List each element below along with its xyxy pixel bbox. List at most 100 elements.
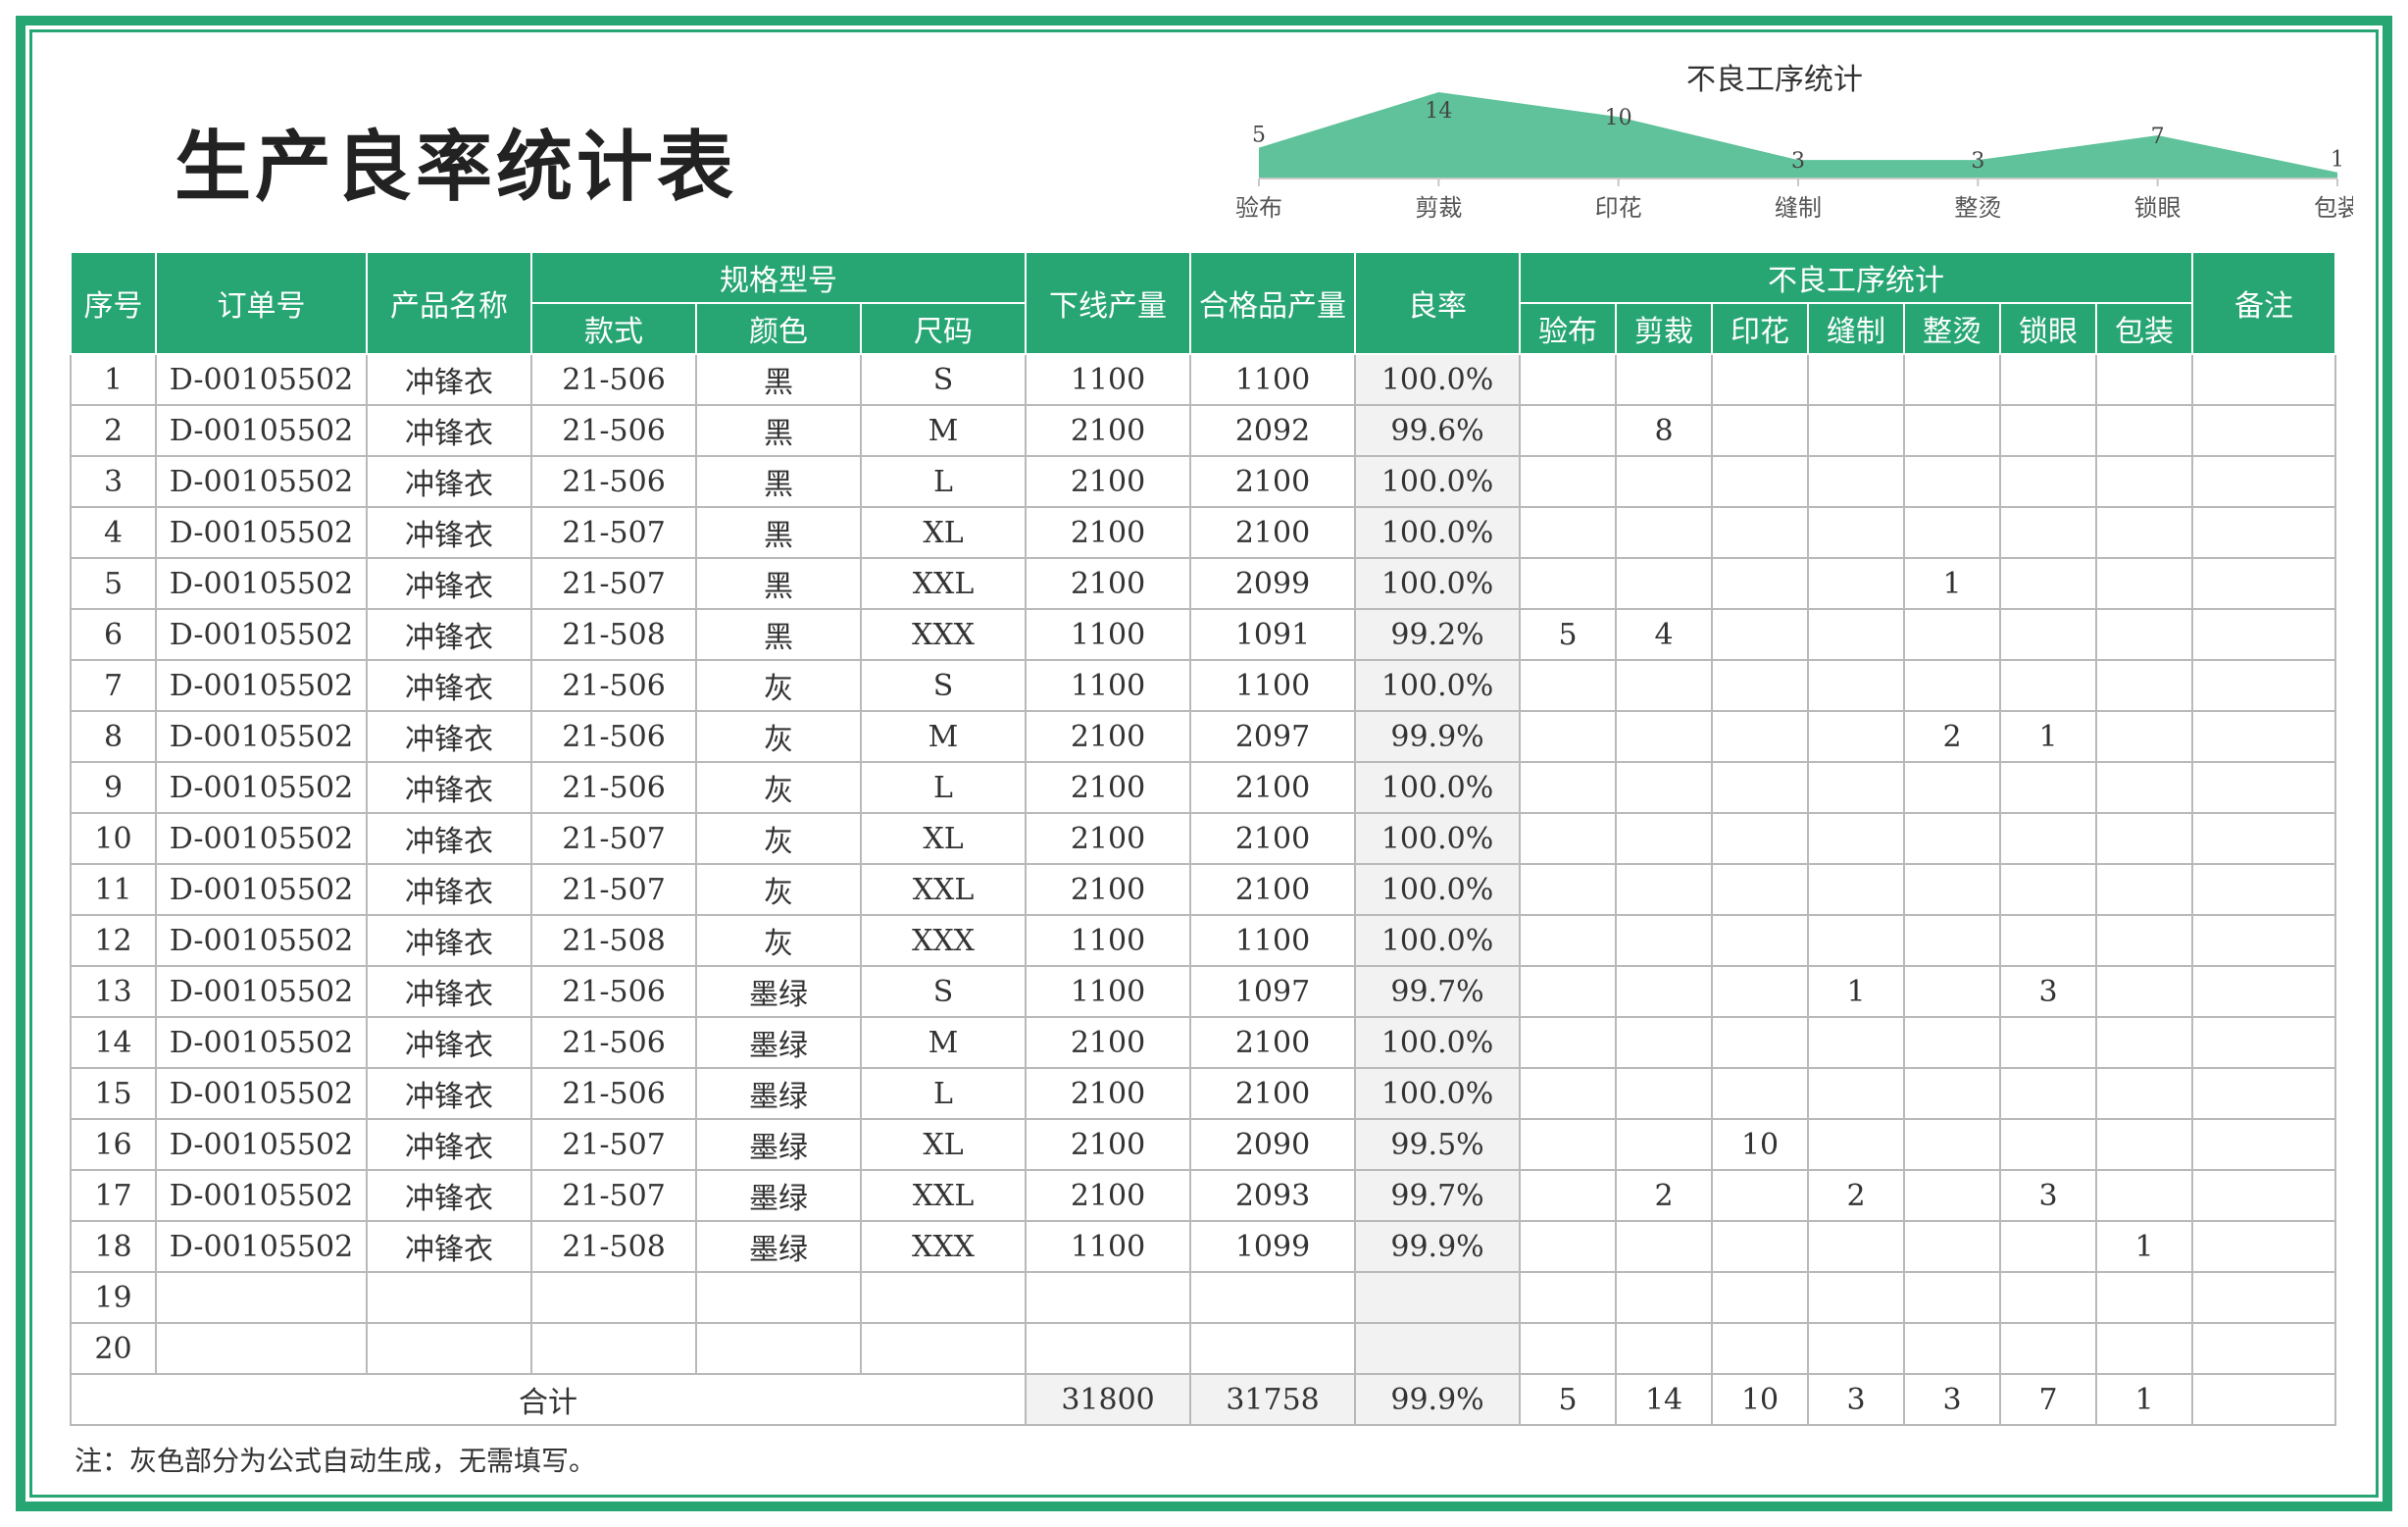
cell-defect-print[interactable] xyxy=(1711,965,1810,1018)
cell-output[interactable]: 1100 xyxy=(1025,965,1192,1018)
cell-defect-print[interactable] xyxy=(1711,557,1810,610)
cell-yield[interactable]: 99.7% xyxy=(1354,965,1522,1018)
cell-product-name[interactable]: 冲锋衣 xyxy=(366,965,532,1018)
cell-style[interactable] xyxy=(530,1322,697,1375)
cell-remark[interactable] xyxy=(2191,557,2337,610)
cell-yield[interactable]: 99.2% xyxy=(1354,608,1522,661)
cell-defect-sew[interactable] xyxy=(1807,1118,1906,1171)
cell-order-number[interactable]: D-00105502 xyxy=(155,557,368,610)
cell-defect-cut[interactable] xyxy=(1615,1322,1714,1375)
cell-color[interactable]: 灰 xyxy=(695,914,862,967)
cell-defect-print[interactable] xyxy=(1711,1016,1810,1069)
cell-defect-pack[interactable] xyxy=(2095,1118,2194,1171)
cell-defect-print[interactable] xyxy=(1711,404,1810,457)
cell-size[interactable]: M xyxy=(859,710,1028,763)
cell-defect-pack[interactable] xyxy=(2095,914,2194,967)
cell-seq[interactable]: 3 xyxy=(70,455,157,508)
cell-defect-cut[interactable] xyxy=(1615,1118,1714,1171)
cell-defect-print[interactable] xyxy=(1711,1271,1810,1324)
cell-product-name[interactable]: 冲锋衣 xyxy=(366,914,532,967)
cell-product-name[interactable]: 冲锋衣 xyxy=(366,812,532,865)
cell-defect-inspect[interactable] xyxy=(1519,1067,1618,1120)
cell-defect-inspect[interactable] xyxy=(1519,761,1618,814)
cell-defect-inspect[interactable] xyxy=(1519,506,1618,559)
cell-style[interactable]: 21-506 xyxy=(530,455,697,508)
cell-defect-sew[interactable] xyxy=(1807,455,1906,508)
cell-order-number[interactable]: D-00105502 xyxy=(155,1016,368,1069)
cell-seq[interactable]: 19 xyxy=(70,1271,157,1324)
cell-defect-iron[interactable] xyxy=(1903,506,2002,559)
cell-defect-inspect[interactable] xyxy=(1519,1118,1618,1171)
cell-remark[interactable] xyxy=(2191,1271,2337,1324)
cell-yield[interactable]: 100.0% xyxy=(1354,812,1522,865)
cell-style[interactable]: 21-507 xyxy=(530,863,697,916)
cell-output[interactable]: 2100 xyxy=(1025,455,1192,508)
cell-remark[interactable] xyxy=(2191,659,2337,712)
cell-output[interactable]: 2100 xyxy=(1025,404,1192,457)
total-defect-pack[interactable]: 1 xyxy=(2095,1373,2194,1426)
cell-defect-sew[interactable] xyxy=(1807,659,1906,712)
cell-qualified[interactable] xyxy=(1189,1322,1357,1375)
cell-remark[interactable] xyxy=(2191,1016,2337,1069)
cell-qualified[interactable] xyxy=(1189,1271,1357,1324)
cell-remark[interactable] xyxy=(2191,353,2337,406)
cell-style[interactable]: 21-508 xyxy=(530,914,697,967)
cell-defect-buttonhole[interactable] xyxy=(1999,914,2098,967)
cell-defect-buttonhole[interactable] xyxy=(1999,761,2098,814)
cell-output[interactable] xyxy=(1025,1271,1192,1324)
cell-order-number[interactable]: D-00105502 xyxy=(155,863,368,916)
cell-defect-inspect[interactable] xyxy=(1519,557,1618,610)
cell-output[interactable]: 2100 xyxy=(1025,710,1192,763)
cell-defect-inspect[interactable] xyxy=(1519,710,1618,763)
cell-yield[interactable]: 100.0% xyxy=(1354,914,1522,967)
cell-defect-print[interactable] xyxy=(1711,812,1810,865)
cell-order-number[interactable]: D-00105502 xyxy=(155,353,368,406)
cell-order-number[interactable]: D-00105502 xyxy=(155,1067,368,1120)
cell-output[interactable]: 2100 xyxy=(1025,506,1192,559)
cell-seq[interactable]: 18 xyxy=(70,1220,157,1273)
cell-size[interactable]: XXL xyxy=(859,1169,1028,1222)
cell-defect-cut[interactable] xyxy=(1615,1067,1714,1120)
total-defect-inspect[interactable]: 5 xyxy=(1519,1373,1618,1426)
cell-color[interactable]: 墨绿 xyxy=(695,1118,862,1171)
cell-order-number[interactable]: D-00105502 xyxy=(155,404,368,457)
cell-defect-sew[interactable] xyxy=(1807,1220,1906,1273)
cell-defect-buttonhole[interactable] xyxy=(1999,506,2098,559)
cell-defect-print[interactable] xyxy=(1711,1067,1810,1120)
cell-remark[interactable] xyxy=(2191,863,2337,916)
cell-defect-buttonhole[interactable] xyxy=(1999,404,2098,457)
cell-size[interactable]: M xyxy=(859,1016,1028,1069)
cell-order-number[interactable]: D-00105502 xyxy=(155,761,368,814)
cell-defect-inspect[interactable] xyxy=(1519,353,1618,406)
cell-qualified[interactable]: 2100 xyxy=(1189,1067,1357,1120)
total-defect-print[interactable]: 10 xyxy=(1711,1373,1810,1426)
cell-yield[interactable]: 99.7% xyxy=(1354,1169,1522,1222)
cell-style[interactable]: 21-506 xyxy=(530,710,697,763)
cell-qualified[interactable]: 2092 xyxy=(1189,404,1357,457)
cell-defect-iron[interactable] xyxy=(1903,1169,2002,1222)
cell-defect-iron[interactable]: 1 xyxy=(1903,557,2002,610)
cell-product-name[interactable]: 冲锋衣 xyxy=(366,1169,532,1222)
cell-defect-inspect[interactable] xyxy=(1519,812,1618,865)
cell-remark[interactable] xyxy=(2191,761,2337,814)
cell-order-number[interactable]: D-00105502 xyxy=(155,965,368,1018)
cell-defect-sew[interactable] xyxy=(1807,353,1906,406)
cell-defect-sew[interactable] xyxy=(1807,863,1906,916)
cell-defect-iron[interactable] xyxy=(1903,812,2002,865)
cell-defect-print[interactable] xyxy=(1711,455,1810,508)
cell-yield[interactable]: 99.5% xyxy=(1354,1118,1522,1171)
cell-size[interactable]: XL xyxy=(859,1118,1028,1171)
cell-color[interactable]: 灰 xyxy=(695,659,862,712)
cell-defect-inspect[interactable] xyxy=(1519,1220,1618,1273)
cell-seq[interactable]: 9 xyxy=(70,761,157,814)
cell-yield[interactable] xyxy=(1354,1271,1522,1324)
cell-defect-pack[interactable] xyxy=(2095,1016,2194,1069)
cell-defect-inspect[interactable] xyxy=(1519,404,1618,457)
cell-seq[interactable]: 2 xyxy=(70,404,157,457)
cell-product-name[interactable]: 冲锋衣 xyxy=(366,506,532,559)
cell-size[interactable]: L xyxy=(859,455,1028,508)
cell-seq[interactable]: 8 xyxy=(70,710,157,763)
cell-defect-sew[interactable] xyxy=(1807,557,1906,610)
cell-seq[interactable]: 13 xyxy=(70,965,157,1018)
cell-defect-pack[interactable] xyxy=(2095,965,2194,1018)
